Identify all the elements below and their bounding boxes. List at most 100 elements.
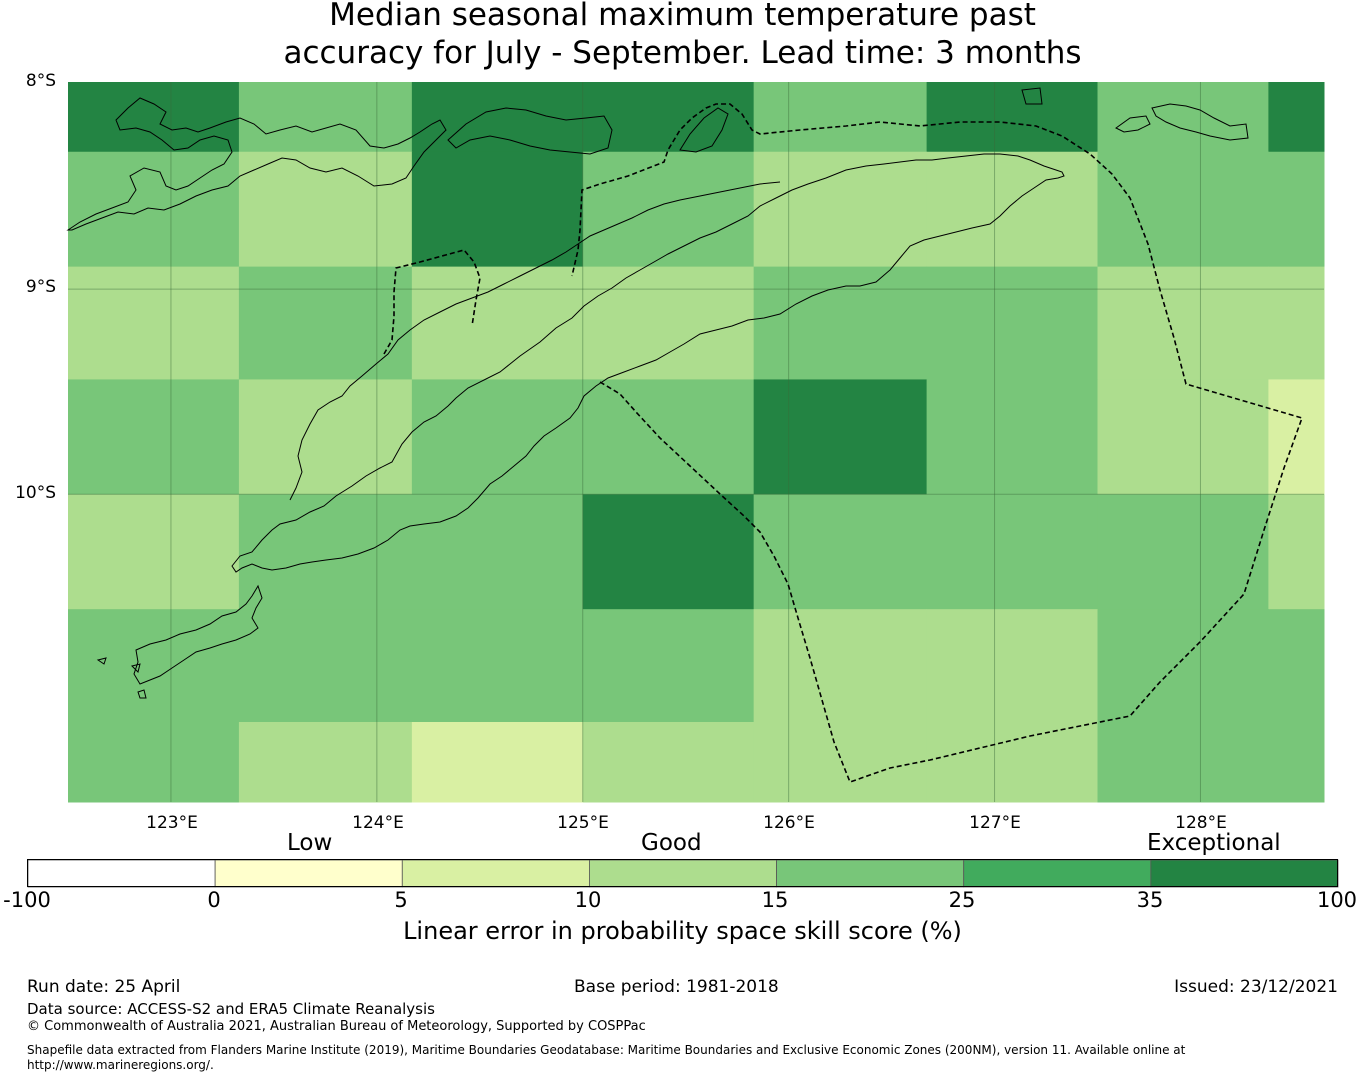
skill-cell [926,379,1099,495]
colorbar-tick-15: 15 [761,888,789,912]
skill-cell [411,266,584,380]
skill-cell [238,494,413,610]
colorbar-frame [27,859,1338,887]
skill-cell [1268,151,1325,268]
skill-cell [1097,266,1269,380]
small-island-3 [1021,87,1043,105]
colorbar-tick-100: 100 [1316,888,1358,912]
skill-cell [1097,722,1269,803]
small-island-1 [1115,115,1151,133]
colorbar-tick-10: 10 [574,888,602,912]
title-line-1: Median seasonal maximum temperature past [329,0,1036,33]
maritime-boundary [383,103,1304,784]
skill-cell [411,722,584,803]
enclave-boundary [383,249,481,355]
skill-cell [1268,494,1325,610]
lat-label-9s: 9°S [25,277,56,297]
skill-cell [238,82,413,153]
colorbar-category-good: Good [641,830,702,856]
skill-cell [411,609,584,723]
colorbar-segment [401,859,590,888]
skill-cell [238,379,413,495]
lon-label-124e: 124°E [352,813,404,833]
small-island-5 [137,689,147,699]
skill-cell [1268,82,1325,153]
copyright-notice: © Commonwealth of Australia 2021, Austra… [27,1019,646,1034]
lat-label-8s: 8°S [25,71,56,91]
skill-cell [753,609,928,723]
wetar-coastline [679,107,729,153]
skill-cell [753,266,928,380]
skill-cell [582,609,755,723]
skill-cell [926,609,1099,723]
colorbar-tick-m100: -100 [3,888,51,912]
lon-label-128e: 128°E [1175,813,1227,833]
skill-grid-cells [68,82,1325,803]
skill-cell [926,722,1099,803]
lat-label-10s: 10°S [15,483,56,503]
colorbar-segment [963,859,1152,888]
flores-coastline [66,97,447,231]
colorbar-segment [776,859,965,888]
colorbar-segments [27,859,1339,888]
issued-date: Issued: 23/12/2021 [1174,977,1338,997]
skill-cell [68,379,240,495]
lon-label-126e: 126°E [763,813,815,833]
lon-label-125e: 125°E [557,813,609,833]
shapefile-credit-line-2: http://www.marineregions.org/. [27,1058,214,1072]
lon-label-127e: 127°E [969,813,1021,833]
lon-label-123e: 123°E [146,813,198,833]
skill-cell [753,151,928,268]
skill-cell [1268,266,1325,380]
skill-cell [411,494,584,610]
data-source: Data source: ACCESS-S2 and ERA5 Climate … [27,1000,435,1018]
graticule [68,82,1324,802]
skill-cell [68,266,240,380]
skill-cell [68,82,240,153]
skill-cell [753,379,928,495]
skill-cell [1268,379,1325,495]
skill-cell [411,82,584,153]
sumba-coastline [133,584,263,685]
colorbar-title: Linear error in probability space skill … [403,917,962,945]
skill-cell [238,151,413,268]
skill-cell [926,151,1099,268]
shapefile-credit-line-1: Shapefile data extracted from Flanders M… [27,1043,1186,1057]
skill-cell [1268,609,1325,723]
skill-cell [1097,494,1269,610]
colorbar-tick-0: 0 [207,888,221,912]
skill-cell [582,494,755,610]
colorbar-category-exceptional: Exceptional [1147,830,1281,856]
skill-cell [582,379,755,495]
skill-cell [68,609,240,723]
title-line-2: accuracy for July - September. Lead time… [283,35,1082,71]
skill-cell [411,379,584,495]
timor-coastline [231,153,1065,573]
skill-cell [753,722,928,803]
skill-cell [238,609,413,723]
small-island-2 [1151,103,1249,141]
skill-cell [68,722,240,803]
skill-cell [582,266,755,380]
skill-cell [1097,82,1269,153]
skill-cell [68,494,240,610]
chart-title: Median seasonal maximum temperature past… [0,0,1365,72]
skill-cell [238,266,413,380]
colorbar-tick-5: 5 [394,888,408,912]
skill-cell [926,494,1099,610]
skill-cell [753,494,928,610]
small-island-4 [96,657,141,673]
skill-cell [1097,379,1269,495]
colorbar-segment [214,859,403,888]
colorbar-category-low: Low [287,830,333,856]
colorbar-tick-25: 25 [948,888,976,912]
run-date: Run date: 25 April [27,977,181,997]
colorbar-tick-35: 35 [1136,888,1164,912]
alor-coastline [447,107,613,155]
skill-cell [1268,722,1325,803]
eez-boundary [571,103,1304,784]
coastline [66,87,1249,699]
base-period: Base period: 1981-2018 [574,977,779,997]
